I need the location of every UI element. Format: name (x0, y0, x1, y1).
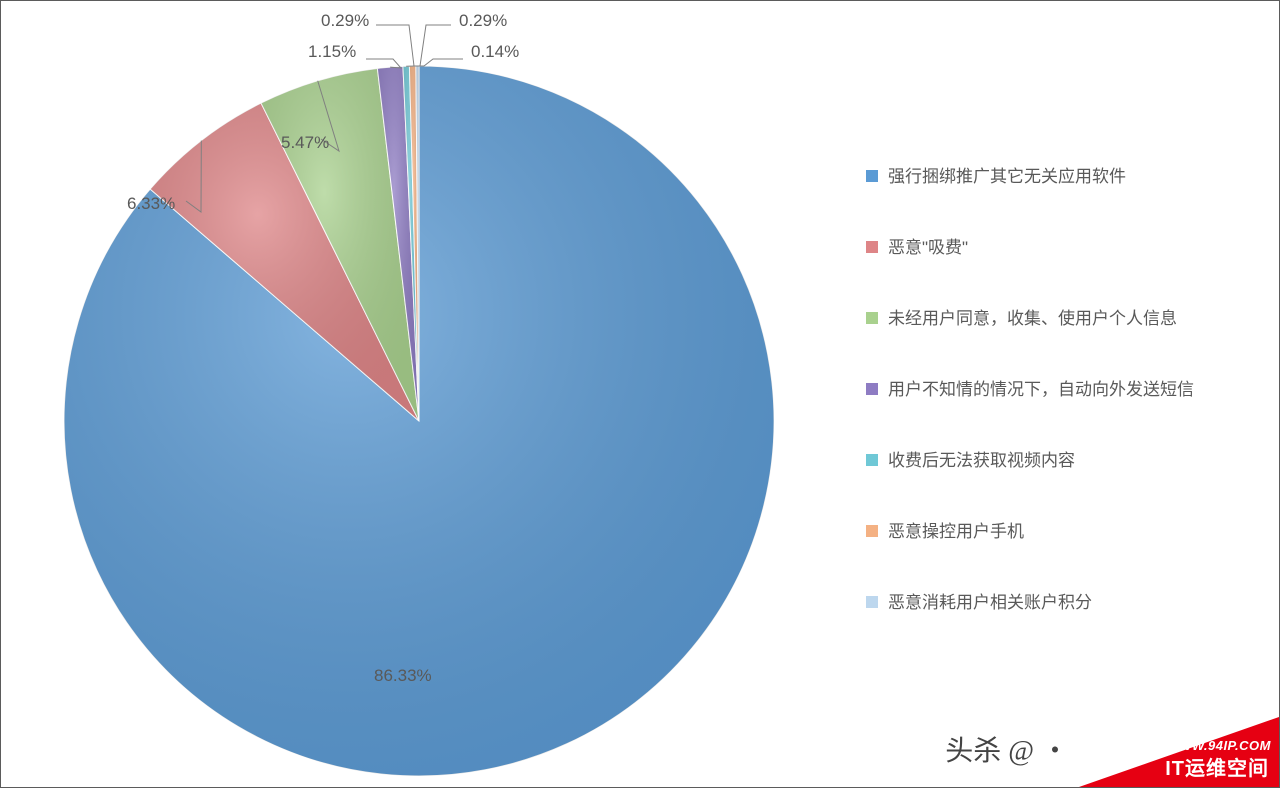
legend-item: 收费后无法获取视频内容 (866, 450, 1226, 473)
legend-label: 用户不知情的情况下，自动向外发送短信 (888, 379, 1194, 402)
legend-item: 用户不知情的情况下，自动向外发送短信 (866, 379, 1226, 402)
slice-percent-label: 6.33% (127, 194, 175, 214)
legend: 强行捆绑推广其它无关应用软件恶意"吸费" 未经用户同意，收集、使用户个人信息用户不… (866, 166, 1226, 663)
legend-label: 强行捆绑推广其它无关应用软件 (888, 166, 1126, 189)
slice-percent-label: 0.29% (321, 11, 369, 31)
legend-item: 恶意消耗用户相关账户积分 (866, 592, 1226, 615)
slice-percent-label: 5.47% (281, 133, 329, 153)
credit-text: 头杀 @ ・ (945, 729, 1069, 769)
legend-swatch (866, 454, 878, 466)
legend-swatch (866, 596, 878, 608)
watermark-cn: IT运维空间 (1165, 752, 1269, 781)
legend-label: 未经用户同意，收集、使用户个人信息 (888, 308, 1177, 331)
legend-item: 恶意"吸费" (866, 237, 1226, 260)
chart-frame: 86.33% 6.33% 5.47% 1.15% 0.29% 0.29% 0.14% 强行捆… (0, 0, 1280, 788)
legend-swatch (866, 525, 878, 537)
legend-swatch (866, 170, 878, 182)
slice-percent-label: 86.33% (374, 666, 432, 686)
legend-label: 恶意"吸费" (888, 237, 968, 260)
watermark-url: WWW.94IP.COM (1167, 738, 1271, 753)
legend-item: 未经用户同意，收集、使用户个人信息 (866, 308, 1226, 331)
legend-label: 恶意消耗用户相关账户积分 (888, 592, 1092, 615)
legend-swatch (866, 383, 878, 395)
legend-swatch (866, 241, 878, 253)
legend-item: 恶意操控用户手机 (866, 521, 1226, 544)
leader-line (376, 25, 414, 66)
legend-item: 强行捆绑推广其它无关应用软件 (866, 166, 1226, 189)
leader-line (417, 59, 463, 66)
slice-percent-label: 0.14% (471, 42, 519, 62)
legend-swatch (866, 312, 878, 324)
legend-label: 恶意操控用户手机 (888, 521, 1024, 544)
slice-percent-label: 0.29% (459, 11, 507, 31)
legend-label: 收费后无法获取视频内容 (888, 450, 1075, 473)
slice-percent-label: 1.15% (308, 42, 356, 62)
